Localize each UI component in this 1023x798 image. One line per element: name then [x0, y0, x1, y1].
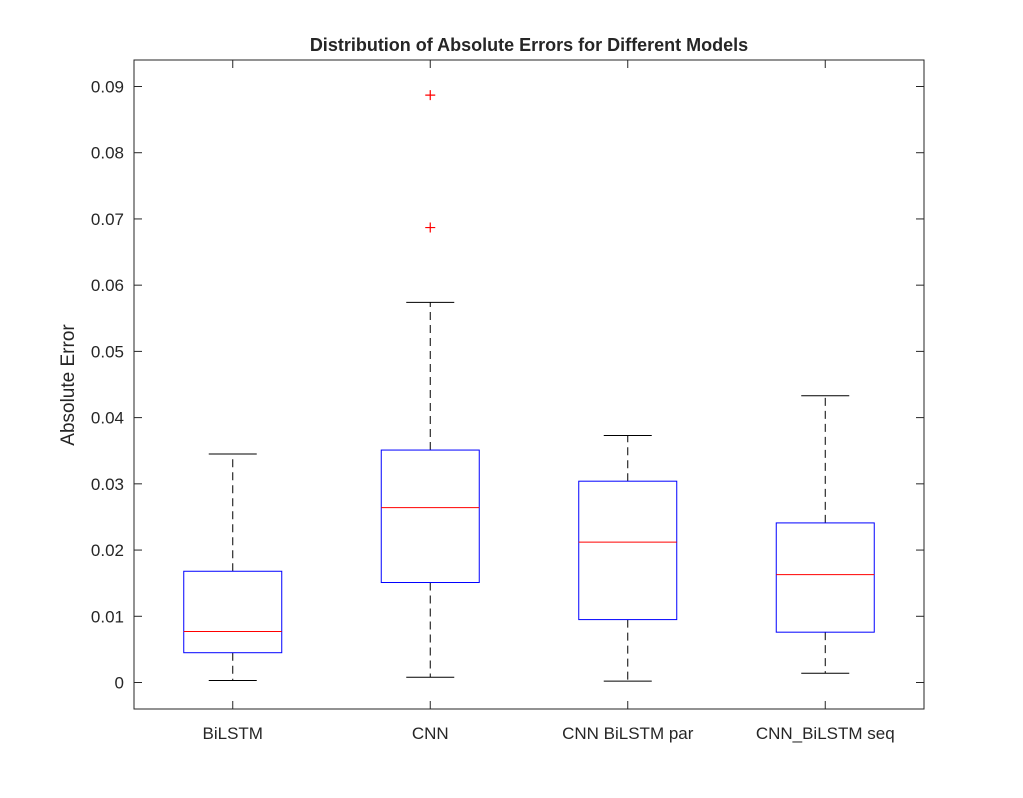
y-tick-label: 0.04: [91, 409, 124, 428]
axes-frame: [133, 59, 925, 710]
iqr-box: [380, 449, 480, 584]
y-tick-label: 0.07: [91, 210, 124, 229]
plot-area: 0 0.01 0.02 0.03 0.04 0.05 0.06 0.07 0.08 0.09 BiL…: [91, 59, 925, 743]
x-tick-label: CNN BiLSTM par: [562, 724, 694, 743]
outlier-marker: [425, 90, 436, 101]
y-tick-label: 0.08: [91, 144, 124, 163]
iqr-box: [775, 522, 875, 633]
y-tick-label: 0.05: [91, 342, 124, 361]
y-tick-label: 0.02: [91, 541, 124, 560]
y-tick-label: 0: [115, 674, 124, 693]
x-tick-label: CNN: [412, 724, 449, 743]
y-tick-label: 0.01: [91, 607, 124, 626]
x-tick-label: CNN_BiLSTM seq: [756, 724, 895, 743]
chart-title: Distribution of Absolute Errors for Diff…: [310, 35, 748, 55]
x-tick-label: BiLSTM: [203, 724, 263, 743]
y-tick-label: 0.09: [91, 77, 124, 96]
outlier-marker: [425, 222, 436, 233]
y-tick-label: 0.06: [91, 276, 124, 295]
y-tick-label: 0.03: [91, 475, 124, 494]
y-axis-label: Absolute Error: [58, 324, 79, 446]
iqr-box: [578, 480, 678, 621]
iqr-box: [183, 570, 283, 654]
